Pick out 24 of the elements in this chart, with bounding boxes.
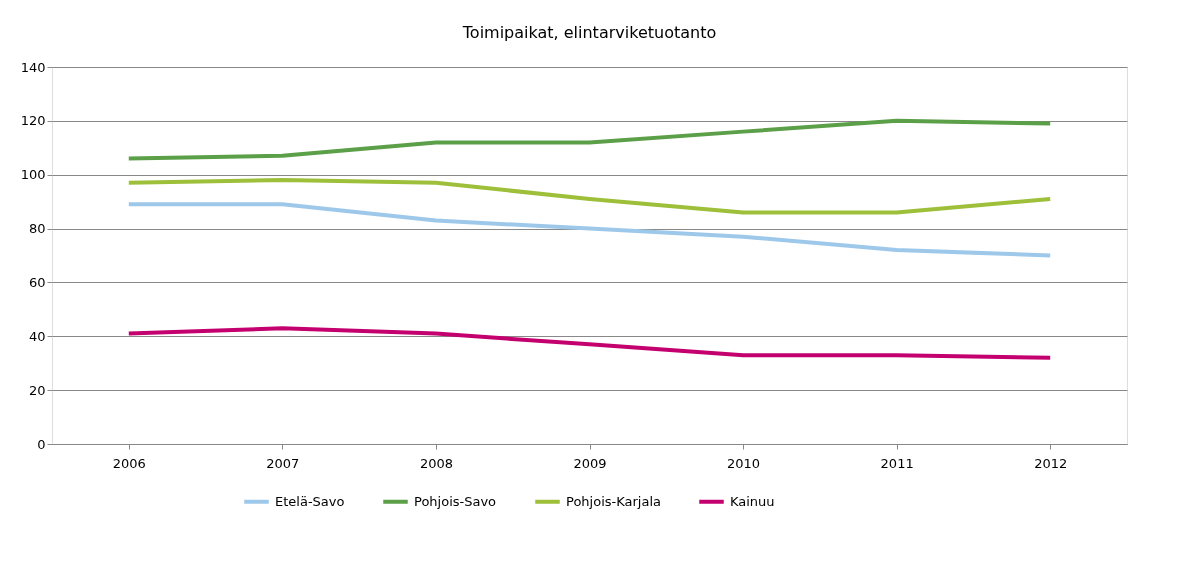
legend-label: Etelä-Savo bbox=[275, 493, 345, 509]
x-tick-label: 2010 bbox=[727, 455, 761, 471]
legend-label: Pohjois-Savo bbox=[414, 493, 497, 509]
x-tick-label: 2006 bbox=[112, 455, 146, 471]
x-tick-label: 2007 bbox=[266, 455, 300, 471]
chart-title: Toimipaikat, elintarviketuotanto bbox=[461, 23, 717, 42]
line-series bbox=[126, 326, 1053, 360]
legend-label: Kainuu bbox=[730, 493, 775, 509]
y-tick-label: 120 bbox=[20, 113, 46, 129]
line-series bbox=[126, 178, 1053, 215]
y-tick-label: 0 bbox=[37, 436, 46, 452]
y-tick-label: 20 bbox=[28, 382, 46, 398]
y-tick-label: 140 bbox=[20, 59, 46, 75]
x-tick-label: 2012 bbox=[1034, 455, 1068, 471]
x-tick-label: 2009 bbox=[573, 455, 607, 471]
x-tick-label: 2008 bbox=[419, 455, 453, 471]
x-tick-label: 2011 bbox=[880, 455, 914, 471]
line-series bbox=[126, 202, 1053, 258]
line-series bbox=[126, 118, 1053, 161]
y-tick-label: 100 bbox=[20, 167, 46, 183]
y-tick-label: 60 bbox=[28, 274, 46, 290]
legend-label: Pohjois-Karjala bbox=[566, 493, 661, 509]
y-tick-label: 40 bbox=[28, 328, 46, 344]
y-tick-label: 80 bbox=[28, 221, 46, 237]
